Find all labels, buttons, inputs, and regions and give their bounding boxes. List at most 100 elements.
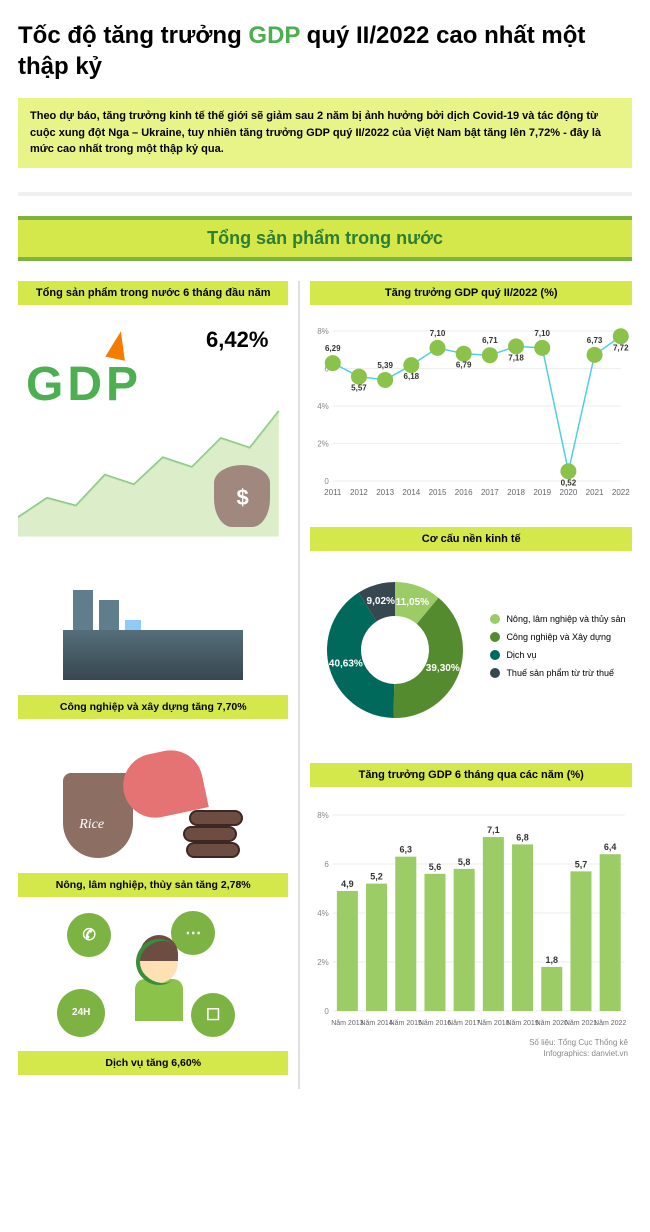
left-column: Tổng sản phẩm trong nước 6 tháng đầu năm… [18,281,300,1089]
svg-text:Năm 2021: Năm 2021 [565,1020,597,1027]
svg-text:8%: 8% [318,327,330,336]
svg-text:9,02%: 9,02% [367,596,395,607]
svg-text:6,3: 6,3 [400,845,413,855]
page-title: Tốc độ tăng trưởng GDP quý II/2022 cao n… [18,20,632,82]
svg-text:2017: 2017 [481,488,499,497]
agriculture-label: Nông, lâm nghiệp, thủy sản tăng 2,78% [18,873,288,897]
agriculture-icon [63,748,243,858]
svg-text:Năm 2014: Năm 2014 [361,1020,393,1027]
footer-credit: Infographics: danviet.vn [310,1048,628,1059]
svg-text:5,7: 5,7 [575,859,588,869]
agriculture-block: Nông, lâm nghiệp, thủy sản tăng 2,78% [18,733,288,897]
services-icon: ✆ ⋯ 24H ☐ [53,911,253,1051]
svg-text:2020: 2020 [560,488,578,497]
line-chart: 02%4%68%20112012201320142015201620172018… [310,319,632,499]
svg-text:Năm 2019: Năm 2019 [507,1020,539,1027]
svg-text:7,10: 7,10 [535,329,551,338]
svg-text:Năm 2013: Năm 2013 [332,1020,364,1027]
svg-text:6,79: 6,79 [456,361,472,370]
svg-text:2022: 2022 [612,488,630,497]
svg-text:Năm 2020: Năm 2020 [536,1020,568,1027]
svg-text:4%: 4% [318,909,330,918]
svg-text:0: 0 [325,1007,330,1016]
legend-label: Thuế sản phẩm từ trừ thuế [506,668,614,678]
legend-item: Công nghiệp và Xây dựng [490,632,625,642]
svg-text:7,18: 7,18 [509,353,525,362]
legend-label: Dịch vụ [506,650,536,660]
svg-text:8%: 8% [318,811,330,820]
svg-text:0,52: 0,52 [561,478,577,487]
svg-text:Năm 2022: Năm 2022 [594,1020,626,1027]
svg-text:5,57: 5,57 [352,383,368,392]
svg-text:Năm 2017: Năm 2017 [448,1020,480,1027]
svg-text:2%: 2% [318,958,330,967]
title-accent: GDP [248,22,300,49]
donut-chart: 11,05% 39,30% 40,63% 9,02% [310,565,480,735]
title-pre: Tốc độ tăng trưởng [18,22,248,49]
barchart-header: Tăng trưởng GDP 6 tháng qua các năm (%) [310,763,632,787]
svg-text:5,6: 5,6 [429,862,442,872]
gdp-summary-block: 6,42% GDP [18,319,288,539]
services-label: Dịch vụ tăng 6,60% [18,1051,288,1075]
bar-chart: 0 2% 4% 6 8% 4,9 Năm 2013 5,2 Năm 2014 6,3 Năm 201… [310,801,632,1031]
svg-text:5,8: 5,8 [458,857,471,867]
donut-header: Cơ cấu nền kinh tế [310,527,632,551]
legend-label: Nông, lâm nghiệp và thủy sản [506,614,625,624]
intro-text: Theo dự báo, tăng trưởng kinh tế thế giớ… [18,98,632,168]
industry-label: Công nghiệp và xây dựng tăng 7,70% [18,695,288,719]
legend-item: Thuế sản phẩm từ trừ thuế [490,668,625,678]
donut-legend: Nông, lâm nghiệp và thủy sản Công nghiệp … [490,614,625,686]
legend-dot [490,614,500,624]
factory-icon [63,570,243,680]
svg-text:7,10: 7,10 [430,329,446,338]
footer-source: Số liệu: Tổng Cục Thống kê [310,1037,628,1048]
svg-text:Năm 2015: Năm 2015 [390,1020,422,1027]
svg-text:2016: 2016 [455,488,473,497]
legend-dot [490,668,500,678]
legend-dot [490,650,500,660]
svg-text:Năm 2016: Năm 2016 [419,1020,451,1027]
svg-text:2019: 2019 [534,488,552,497]
svg-text:4%: 4% [318,402,330,411]
svg-text:40,63%: 40,63% [329,659,363,670]
gdp-percent: 6,42% [26,327,280,353]
svg-text:6,4: 6,4 [604,842,617,852]
legend-item: Nông, lâm nghiệp và thủy sản [490,614,625,624]
svg-text:6: 6 [325,860,330,869]
svg-text:6,18: 6,18 [404,372,420,381]
svg-text:2021: 2021 [586,488,604,497]
money-bag-icon [214,465,270,527]
svg-text:2%: 2% [318,439,330,448]
industry-block: Công nghiệp và xây dựng tăng 7,70% [18,555,288,719]
section-header: Tổng sản phẩm trong nước [18,216,632,261]
svg-text:1,8: 1,8 [546,955,559,965]
donut-block: Cơ cấu nền kinh tế 11,05% 39,30% 40,63% 9,0… [310,527,632,735]
services-block: ✆ ⋯ 24H ☐ Dịch vụ tăng 6,60% [18,911,288,1075]
svg-text:4,9: 4,9 [342,879,355,889]
svg-text:7,72: 7,72 [613,343,629,352]
svg-text:6,73: 6,73 [587,336,603,345]
svg-text:Năm 2018: Năm 2018 [478,1020,510,1027]
footer: Số liệu: Tổng Cục Thống kê Infographics:… [310,1037,632,1059]
svg-text:6,71: 6,71 [483,336,499,345]
svg-text:11,05%: 11,05% [396,597,429,608]
svg-text:2011: 2011 [325,488,343,497]
svg-text:5,2: 5,2 [371,871,384,881]
svg-text:2012: 2012 [350,488,368,497]
right-column: Tăng trưởng GDP quý II/2022 (%) 0 2% 4% 6 8%… [300,281,632,1089]
divider [18,192,632,196]
svg-text:2015: 2015 [429,488,447,497]
linechart-header: Tăng trưởng GDP quý II/2022 (%) [310,281,632,305]
svg-text:39,30%: 39,30% [426,663,460,674]
svg-text:6,8: 6,8 [517,832,530,842]
svg-text:5,39: 5,39 [378,361,394,370]
svg-text:2018: 2018 [508,488,526,497]
svg-text:2013: 2013 [377,488,395,497]
svg-text:0: 0 [325,477,330,486]
svg-text:6,29: 6,29 [325,344,341,353]
legend-item: Dịch vụ [490,650,625,660]
legend-label: Công nghiệp và Xây dựng [506,632,611,642]
legend-dot [490,632,500,642]
svg-text:2014: 2014 [403,488,421,497]
left-header: Tổng sản phẩm trong nước 6 tháng đầu năm [18,281,288,305]
